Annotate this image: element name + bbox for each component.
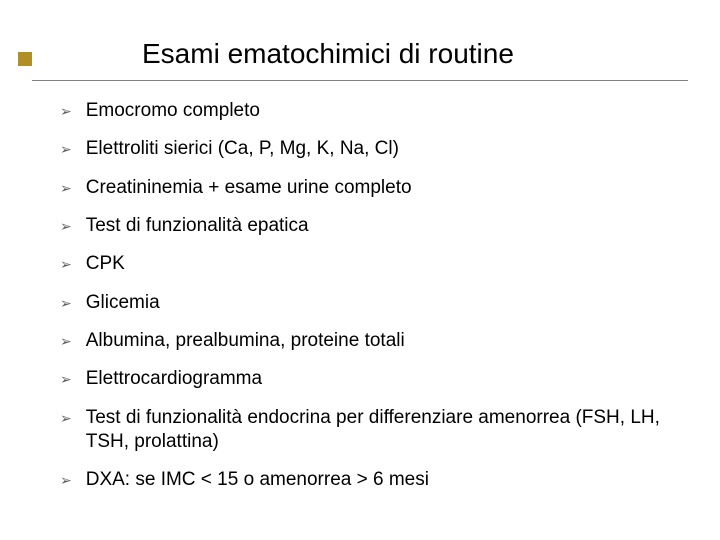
list-item: ➢ Creatininemia + esame urine completo (60, 176, 688, 200)
item-list: ➢ Emocromo completo ➢ Elettroliti sieric… (60, 99, 688, 492)
bullet-icon: ➢ (60, 333, 72, 351)
bullet-icon: ➢ (60, 218, 72, 236)
list-item-text: Albumina, prealbumina, proteine totali (86, 329, 688, 353)
bullet-icon: ➢ (60, 141, 72, 159)
bullet-icon: ➢ (60, 103, 72, 121)
list-item-text: DXA: se IMC < 15 o amenorrea > 6 mesi (86, 468, 688, 492)
list-item: ➢ Elettrocardiogramma (60, 367, 688, 391)
list-item: ➢ Glicemia (60, 291, 688, 315)
bullet-icon: ➢ (60, 472, 72, 490)
list-item-text: Glicemia (86, 291, 688, 315)
list-item: ➢ Emocromo completo (60, 99, 688, 123)
list-item-text: Elettroliti sierici (Ca, P, Mg, K, Na, C… (86, 137, 688, 161)
list-item: ➢ Test di funzionalità epatica (60, 214, 688, 238)
bullet-icon: ➢ (60, 295, 72, 313)
list-item-text: Emocromo completo (86, 99, 688, 123)
list-item-text: Test di funzionalità endocrina per diffe… (86, 406, 688, 455)
slide-title: Esami ematochimici di routine (142, 38, 688, 70)
list-item-text: Creatininemia + esame urine completo (86, 176, 688, 200)
list-item: ➢ Test di funzionalità endocrina per dif… (60, 406, 688, 455)
list-item-text: Test di funzionalità epatica (86, 214, 688, 238)
bullet-icon: ➢ (60, 410, 72, 428)
title-rule (32, 80, 688, 81)
list-item: ➢ CPK (60, 252, 688, 276)
list-item-text: CPK (86, 252, 688, 276)
bullet-icon: ➢ (60, 256, 72, 274)
list-item: ➢ DXA: se IMC < 15 o amenorrea > 6 mesi (60, 468, 688, 492)
accent-square-icon (18, 52, 32, 66)
bullet-icon: ➢ (60, 371, 72, 389)
list-item: ➢ Elettroliti sierici (Ca, P, Mg, K, Na,… (60, 137, 688, 161)
list-item-text: Elettrocardiogramma (86, 367, 688, 391)
slide: Esami ematochimici di routine ➢ Emocromo… (0, 0, 720, 540)
list-item: ➢ Albumina, prealbumina, proteine totali (60, 329, 688, 353)
bullet-icon: ➢ (60, 180, 72, 198)
